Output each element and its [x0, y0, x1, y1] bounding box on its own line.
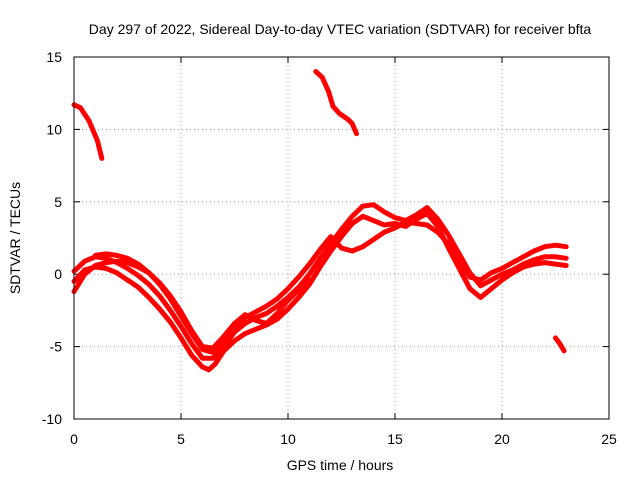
x-tick-label: 15 — [387, 431, 403, 447]
x-tick-label: 5 — [177, 431, 185, 447]
y-tick-label: -10 — [42, 411, 62, 427]
series-arc-c — [553, 335, 567, 354]
tick-labels: 0 5 10 15 20 25 -10 -5 0 5 10 15 — [42, 49, 617, 447]
grid — [74, 57, 609, 419]
y-tick-label: 0 — [54, 266, 62, 282]
series-arc-e — [71, 202, 569, 361]
x-axis-label: GPS time / hours — [287, 457, 394, 473]
x-tick-label: 10 — [280, 431, 296, 447]
data-series — [71, 69, 569, 373]
chart-title: Day 297 of 2022, Sidereal Day-to-day VTE… — [89, 21, 592, 37]
y-tick-label: 10 — [46, 121, 62, 137]
y-tick-label: -5 — [50, 339, 63, 355]
series-arc-g — [71, 258, 312, 351]
y-axis-label: SDTVAR / TECUs — [7, 182, 23, 294]
y-tick-label: 5 — [54, 194, 62, 210]
x-tick-label: 0 — [70, 431, 78, 447]
plot-frame — [73, 56, 610, 420]
series-arc-a — [71, 102, 105, 161]
x-tick-label: 25 — [601, 431, 617, 447]
series-arc-b — [313, 69, 359, 137]
y-tick-label: 15 — [46, 49, 62, 65]
series-arc-d — [71, 210, 569, 373]
x-tick-label: 20 — [494, 431, 510, 447]
